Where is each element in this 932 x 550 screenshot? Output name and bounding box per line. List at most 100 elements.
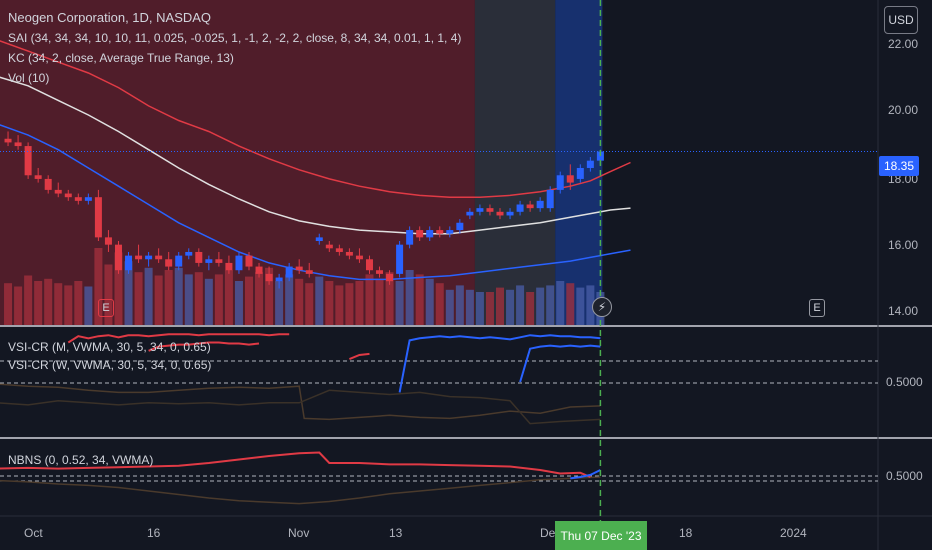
volume-bar-45 <box>455 285 464 325</box>
volume-bar-54 <box>546 285 555 325</box>
candle-body-43 <box>436 230 444 234</box>
candle-body-3 <box>34 175 42 179</box>
nbns-shadow-line <box>0 476 601 505</box>
candle-body-41 <box>416 230 424 238</box>
volume-bar-40 <box>405 270 414 325</box>
candle-body-20 <box>205 259 213 263</box>
candle-body-32 <box>325 244 333 249</box>
time-tick-16: 16 <box>147 526 161 540</box>
time-tick-18: 18 <box>679 526 693 540</box>
volume-bar-50 <box>506 289 515 325</box>
volume-bar-21 <box>214 274 223 325</box>
volume-bar-39 <box>395 281 404 325</box>
volume-bar-26 <box>265 267 274 325</box>
volume-bar-46 <box>465 289 474 325</box>
zone-blue <box>555 0 603 325</box>
volume-bar-10 <box>104 264 113 325</box>
candle-body-21 <box>215 259 223 263</box>
volume-bar-37 <box>375 278 384 325</box>
volume-bar-42 <box>425 278 434 325</box>
volume-bar-20 <box>204 278 213 325</box>
symbol-title[interactable]: Neogen Corporation, 1D, NASDAQ <box>8 10 212 25</box>
legend-nbns[interactable]: NBNS (0, 0.52, 34, VWMA) <box>8 453 154 467</box>
candle-body-8 <box>84 197 92 201</box>
volume-bar-16 <box>164 270 173 325</box>
candle-body-56 <box>566 175 574 183</box>
candle-body-53 <box>536 200 544 209</box>
volume-bar-55 <box>556 281 565 325</box>
legend-vsi-w[interactable]: VSI-CR (W, VWMA, 30, 5, 34, 0, 0.65) <box>8 358 212 372</box>
candle-body-29 <box>295 266 303 271</box>
candle-body-55 <box>556 175 564 190</box>
time-tick-13: 13 <box>389 526 403 540</box>
candle-body-44 <box>446 230 454 234</box>
candle-body-31 <box>315 237 323 242</box>
candle-body-39 <box>396 244 404 274</box>
volume-bar-8 <box>84 286 93 325</box>
kc-mid-line <box>0 76 631 235</box>
legend: Neogen Corporation, 1D, NASDAQ SAI (34, … <box>8 8 461 88</box>
candle-body-16 <box>165 259 173 267</box>
candle-body-11 <box>114 244 122 271</box>
earnings-badge-upcoming[interactable]: E <box>809 299 825 317</box>
volume-bar-31 <box>315 276 324 325</box>
volume-bar-47 <box>475 292 484 325</box>
candle-body-23 <box>235 255 243 271</box>
candle-body-17 <box>175 255 183 267</box>
candle-body-36 <box>365 259 373 271</box>
candle-body-48 <box>486 208 494 212</box>
kc-lower-line <box>0 124 631 281</box>
candle-body-30 <box>305 270 313 274</box>
candle-body-33 <box>335 248 343 252</box>
volume-bar-38 <box>385 272 394 325</box>
candle-body-19 <box>195 251 203 263</box>
volume-bar-13 <box>134 272 143 325</box>
legend-vol[interactable]: Vol (10) <box>8 71 50 85</box>
volume-bar-15 <box>154 275 163 325</box>
candle-body-12 <box>125 255 133 271</box>
volume-bar-49 <box>496 287 504 325</box>
volume-bar-27 <box>275 281 284 325</box>
volume-bar-56 <box>566 283 575 325</box>
zone-gray <box>474 0 556 325</box>
volume-bar-11 <box>114 252 123 325</box>
legend-kc[interactable]: KC (34, 2, close, Average True Range, 13… <box>8 51 234 65</box>
volume-bar-12 <box>124 261 133 325</box>
pane2-level-label: 0.5000 <box>886 375 923 389</box>
volume-bar-6 <box>64 285 73 325</box>
volume-bar-14 <box>144 267 153 325</box>
volume-bar-57 <box>576 287 585 325</box>
candle-body-34 <box>345 251 353 256</box>
volume-bar-9 <box>94 248 103 325</box>
time-tick-2024: 2024 <box>780 526 807 540</box>
legend-vsi-m[interactable]: VSI-CR (M, VWMA, 30, 5, 34, 0, 0.65) <box>8 340 211 354</box>
volume-bar-32 <box>325 281 334 325</box>
lightning-icon[interactable]: ⚡ <box>592 297 612 317</box>
volume-bar-33 <box>335 285 344 325</box>
volume-bar-1 <box>14 286 23 325</box>
candle-body-58 <box>586 160 594 168</box>
candle-body-35 <box>355 255 363 260</box>
volume-bar-43 <box>435 283 444 325</box>
cursor-date-label: Thu 07 Dec '23 <box>555 521 647 550</box>
candle-body-49 <box>496 211 504 216</box>
time-tick-dec: De <box>540 526 556 540</box>
nbns-blue-line <box>570 469 601 480</box>
volume-bar-22 <box>224 270 233 325</box>
vsi-w-red-line <box>148 341 260 352</box>
last-price-label: 18.35 <box>879 156 919 176</box>
candle-body-18 <box>185 251 193 256</box>
candle-body-27 <box>275 277 283 282</box>
earnings-badge-past[interactable]: E <box>98 299 114 317</box>
legend-sai[interactable]: SAI (34, 34, 34, 10, 10, 11, 0.025, -0.0… <box>8 31 462 45</box>
volume-bar-53 <box>536 287 545 325</box>
candle-body-47 <box>476 208 484 212</box>
price-tick-16: 16.00 <box>888 238 919 252</box>
candle-body-28 <box>285 266 293 278</box>
currency-button[interactable]: USD <box>884 6 918 34</box>
volume-bar-51 <box>516 285 525 325</box>
volume-bar-24 <box>245 276 253 325</box>
volume-bar-35 <box>355 281 364 325</box>
